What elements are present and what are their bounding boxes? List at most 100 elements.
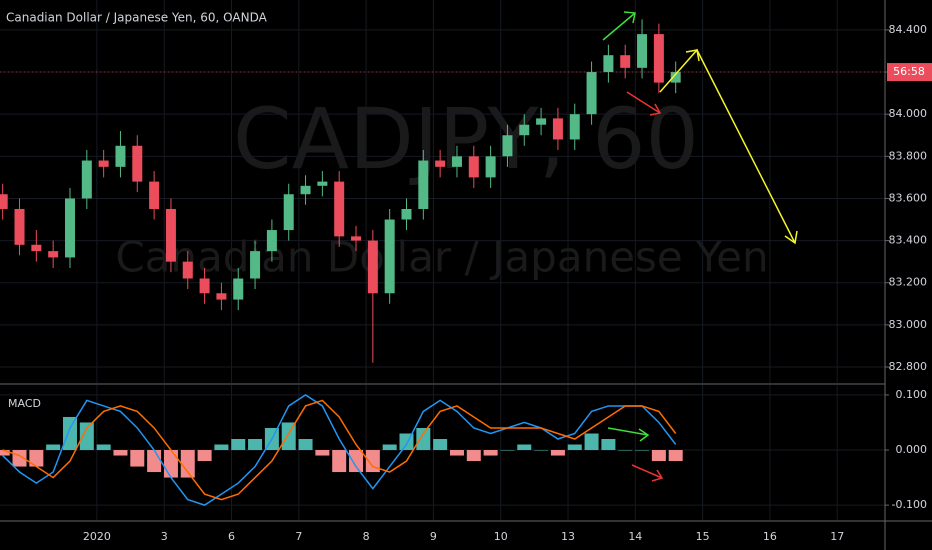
histogram-bar (534, 450, 549, 451)
x-tick-label: 17 (830, 530, 844, 543)
histogram-bar (332, 450, 347, 473)
candle-body (653, 34, 664, 83)
x-tick-label: 15 (696, 530, 710, 543)
histogram-bar (29, 450, 44, 467)
countdown-box (887, 63, 932, 82)
arrow-head (651, 469, 664, 482)
candle-body (351, 236, 362, 241)
x-tick-label: 3 (161, 530, 168, 543)
histogram-bar (248, 439, 263, 451)
candle-body (334, 181, 345, 237)
arrow (631, 464, 663, 479)
annotations (602, 11, 798, 482)
y-tick-label: 82.800 (889, 360, 928, 373)
histogram-bar (113, 450, 128, 456)
chart-title: Canadian Dollar / Japanese Yen, 60, OAND… (6, 11, 268, 25)
candle-body (48, 251, 59, 258)
candle-body (603, 55, 614, 73)
candle-body (115, 145, 126, 167)
candle-body (384, 219, 395, 294)
y-tick-label: 83.000 (889, 318, 928, 331)
histogram-bar (466, 450, 481, 462)
candle-body (451, 156, 462, 167)
histogram-bar (62, 416, 77, 451)
histogram-bar (0, 450, 10, 456)
x-tick-label: 10 (494, 530, 508, 543)
candle-body (132, 145, 143, 182)
y-tick-label: 83.600 (889, 191, 928, 204)
x-tick-label: 6 (228, 530, 235, 543)
histogram-bar (79, 422, 94, 451)
candle-body (435, 160, 446, 167)
arrow-head (649, 103, 662, 116)
candle-body (250, 251, 261, 279)
histogram-bar (449, 450, 464, 456)
histogram-bar (500, 450, 515, 451)
candle-body (468, 156, 479, 178)
macd-line (2, 399, 677, 501)
histogram-bar (281, 422, 296, 451)
candle-body (199, 278, 210, 294)
candle-body (485, 156, 496, 178)
arrow (602, 12, 636, 41)
histogram-bar (382, 444, 397, 451)
histogram-bar (416, 427, 431, 451)
arrow-head (638, 428, 650, 442)
arrow (607, 427, 649, 436)
histogram-bar (214, 444, 229, 451)
arrow-head (784, 230, 798, 245)
candle-body (81, 160, 92, 199)
candle-body (165, 208, 176, 262)
watermark: CADJPY, 60 (233, 90, 699, 188)
candle-body (182, 261, 193, 279)
histogram-bar (584, 433, 599, 451)
histogram-bar (635, 450, 650, 451)
candle-body (670, 72, 681, 83)
candle-body (98, 160, 109, 167)
candle-body (401, 208, 412, 220)
y-tick-label: -0.100 (892, 498, 927, 511)
macd-title: MACD (8, 397, 41, 410)
histogram-bar (96, 444, 111, 451)
candle-body (637, 34, 648, 68)
candle-body (31, 244, 42, 252)
macd-line (2, 394, 677, 506)
histogram-bar (651, 450, 666, 462)
histogram-bar (231, 439, 246, 451)
histogram-bar (147, 450, 162, 473)
candle-body (233, 278, 244, 300)
candle-body (266, 230, 277, 252)
y-tick-label: 83.200 (889, 276, 928, 289)
candle-body (418, 160, 429, 209)
y-tick-label: 83.400 (889, 234, 928, 247)
y-tick-label: 0.000 (896, 443, 928, 456)
histogram-bar (433, 439, 448, 451)
candle-body (0, 194, 8, 209)
histogram-bar (567, 444, 582, 451)
arrow (626, 91, 661, 114)
candle-body (149, 181, 160, 209)
histogram-bar (130, 450, 145, 467)
histogram-bar (550, 450, 565, 456)
candle-body (502, 135, 513, 157)
plot-layer (0, 0, 885, 520)
histogram-bar (197, 450, 212, 462)
candle-body (317, 181, 328, 186)
x-tick-label: 14 (628, 530, 642, 543)
candle-body (300, 185, 311, 195)
histogram-bar (46, 444, 61, 451)
arrow-head (685, 49, 700, 62)
candle-body (569, 114, 580, 140)
histogram-bar (349, 450, 364, 473)
histogram-bar (601, 439, 616, 451)
y-tick-label: 84.000 (889, 107, 928, 120)
histogram-bar (315, 450, 330, 456)
x-tick-label: 2020 (83, 530, 111, 543)
histogram-bar (298, 439, 313, 451)
histogram-bar (163, 450, 178, 478)
x-tick-label: 16 (763, 530, 777, 543)
x-tick-label: 8 (363, 530, 370, 543)
histogram-bar (180, 450, 195, 478)
x-tick-label: 9 (430, 530, 437, 543)
